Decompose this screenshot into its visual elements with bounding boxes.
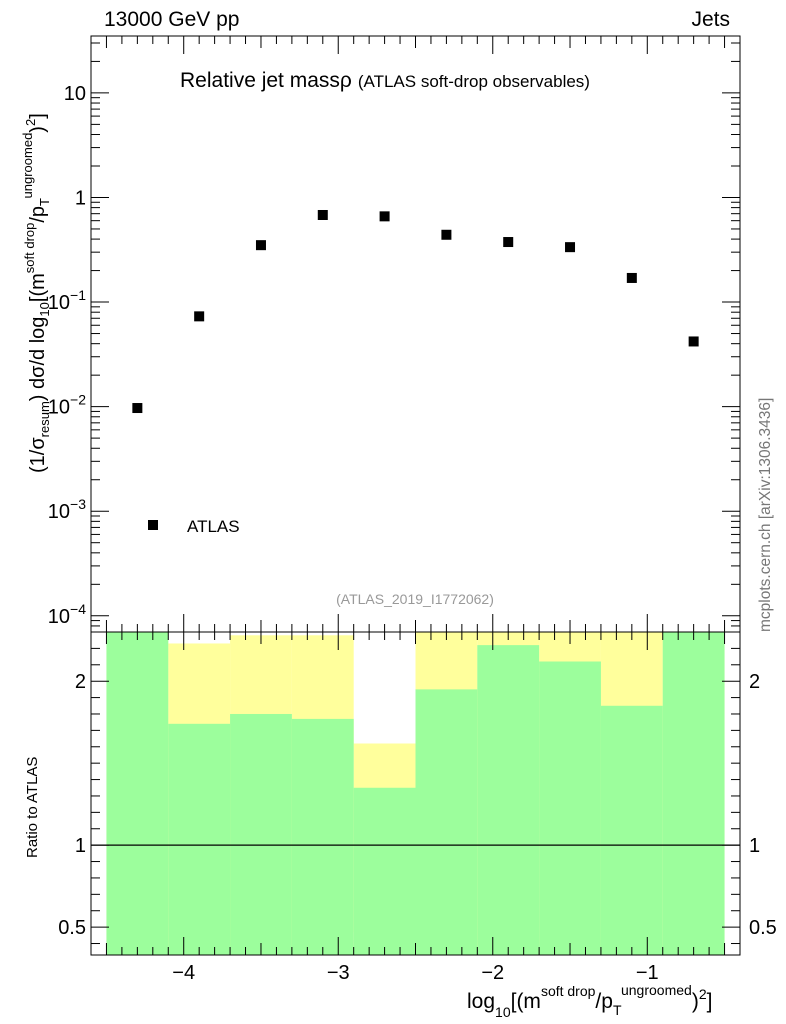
analysis-label: (ATLAS_2019_I1772062) [336, 591, 494, 607]
data-point [255, 240, 266, 251]
y-tick-label: 10−2 [48, 392, 86, 419]
ratio-green-bin [291, 718, 354, 955]
data-point [379, 211, 390, 222]
ratio-y-tick-label: 1 [75, 835, 86, 857]
data-point [688, 336, 699, 347]
ratio-green-bin [477, 645, 540, 955]
data-point [565, 242, 576, 253]
x-tick-label: −3 [327, 962, 350, 984]
x-axis-label: log10[(msoft drop/pTungroomed)2] [467, 982, 712, 1020]
header-process: Jets [691, 8, 730, 31]
y-tick-label: 1 [75, 187, 86, 209]
x-tick-label: −4 [172, 962, 195, 984]
ratio-y-tick-label-right: 0.5 [749, 917, 777, 939]
y-axis-label: (1/σresum) dσ/d log10[(msoft drop/pTungr… [20, 113, 52, 473]
legend-label: ATLAS [187, 517, 240, 536]
ratio-green-bin [415, 689, 478, 955]
x-tick-label: −1 [636, 962, 659, 984]
ratio-y-tick-label: 2 [75, 671, 86, 693]
y-tick-label: 10−1 [48, 287, 86, 314]
ratio-y-tick-label-right: 1 [749, 835, 760, 857]
data-point [132, 403, 143, 414]
ratio-green-bin [106, 632, 169, 955]
ratio-bands [91, 632, 740, 955]
main-plot-frame [90, 35, 741, 633]
ratio-green-bin [539, 661, 601, 955]
data-point [626, 272, 637, 283]
data-points [132, 209, 699, 414]
data-point [503, 237, 514, 248]
y-tick-label: 10 [64, 83, 86, 105]
plot-title: Relative jet massρ (ATLAS soft-drop obser… [180, 69, 590, 92]
ratio-green-bin [662, 632, 725, 955]
legend-marker [148, 520, 158, 530]
y-tick-label: 10−4 [48, 601, 86, 628]
mcplots-credit: mcplots.cern.ch [arXiv:1306.3436] [757, 397, 774, 632]
data-point [441, 229, 452, 240]
ratio-y-tick-label: 0.5 [58, 917, 86, 939]
ratio-green-bin [230, 713, 292, 955]
ratio-green-bin [353, 787, 416, 955]
data-point [194, 311, 205, 322]
plot-subtitle: (ATLAS soft-drop observables) [358, 72, 590, 91]
data-point [317, 209, 328, 220]
ratio-y-axis-label: Ratio to ATLAS [24, 757, 41, 858]
plot-title-main: Relative jet massρ [180, 69, 352, 92]
header-energy: 13000 GeV pp [104, 8, 240, 31]
y-tick-label: 10−3 [48, 496, 86, 523]
ratio-green-bin [168, 723, 231, 955]
ratio-green-bin [600, 705, 663, 955]
ratio-y-tick-label-right: 2 [749, 671, 760, 693]
x-tick-label: −2 [481, 962, 504, 984]
